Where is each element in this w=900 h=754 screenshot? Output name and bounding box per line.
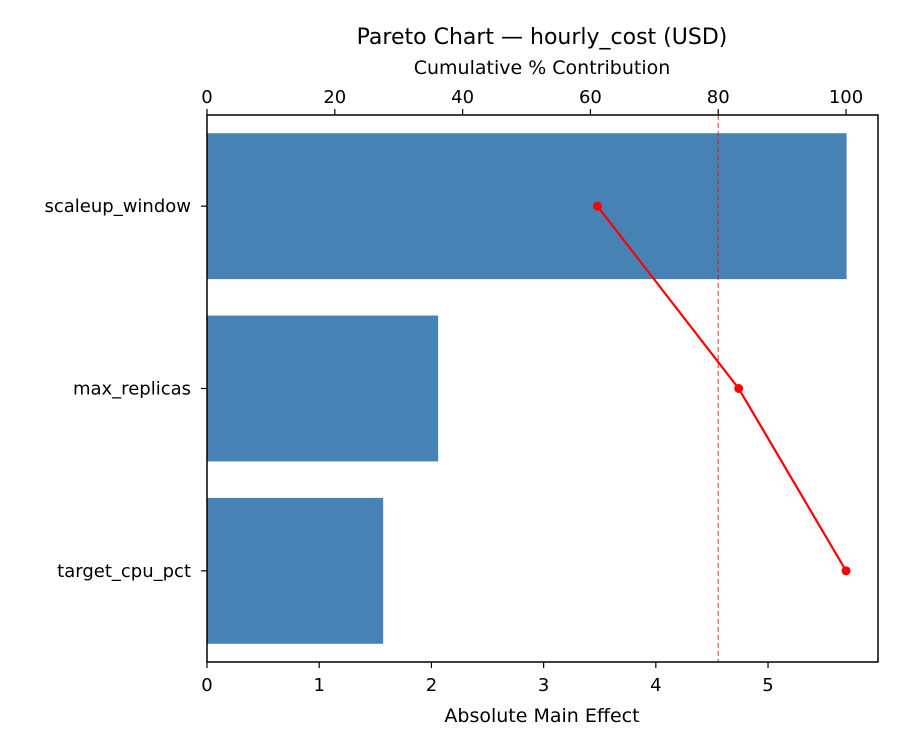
y-tick-label: target_cpu_pct <box>57 561 191 582</box>
cumulative-point-marker <box>734 384 744 393</box>
x-tick-label: 1 <box>313 675 324 696</box>
cumulative-point-marker <box>841 566 851 576</box>
x-tick-label: 4 <box>650 675 661 696</box>
y-tick-label: scaleup_window <box>44 196 191 217</box>
secondary-x-tick-label: 0 <box>201 87 212 108</box>
cumulative-point-marker <box>592 201 602 211</box>
x-tick-label: 2 <box>426 675 437 696</box>
secondary-x-tick-label: 20 <box>323 87 346 108</box>
bars-group <box>207 133 847 644</box>
x-tick-label: 3 <box>538 675 549 696</box>
secondary-x-tick-label: 40 <box>451 87 474 108</box>
secondary-x-tick-label: 60 <box>579 87 602 108</box>
cumulative-line <box>592 201 851 576</box>
bar-target_cpu_pct <box>207 497 384 644</box>
y-axis-ticks: scaleup_window max_replicas target_cpu_pct <box>44 196 207 582</box>
bar-max_replicas <box>207 315 439 462</box>
secondary-x-axis-ticks: 0 20 40 60 80 100 <box>201 87 863 115</box>
x-axis-label: Absolute Main Effect <box>444 705 639 727</box>
secondary-x-tick-label: 100 <box>829 87 863 108</box>
chart-title: Pareto Chart — hourly_cost (USD) <box>357 25 728 50</box>
secondary-x-tick-label: 80 <box>707 87 730 108</box>
bar-scaleup_window <box>207 133 847 280</box>
y-tick-label: max_replicas <box>73 379 191 400</box>
x-tick-label: 0 <box>201 675 212 696</box>
x-tick-label: 5 <box>762 675 773 696</box>
secondary-x-axis-label: Cumulative % Contribution <box>414 57 671 79</box>
x-axis-ticks: 0 1 2 3 4 5 <box>201 662 774 696</box>
